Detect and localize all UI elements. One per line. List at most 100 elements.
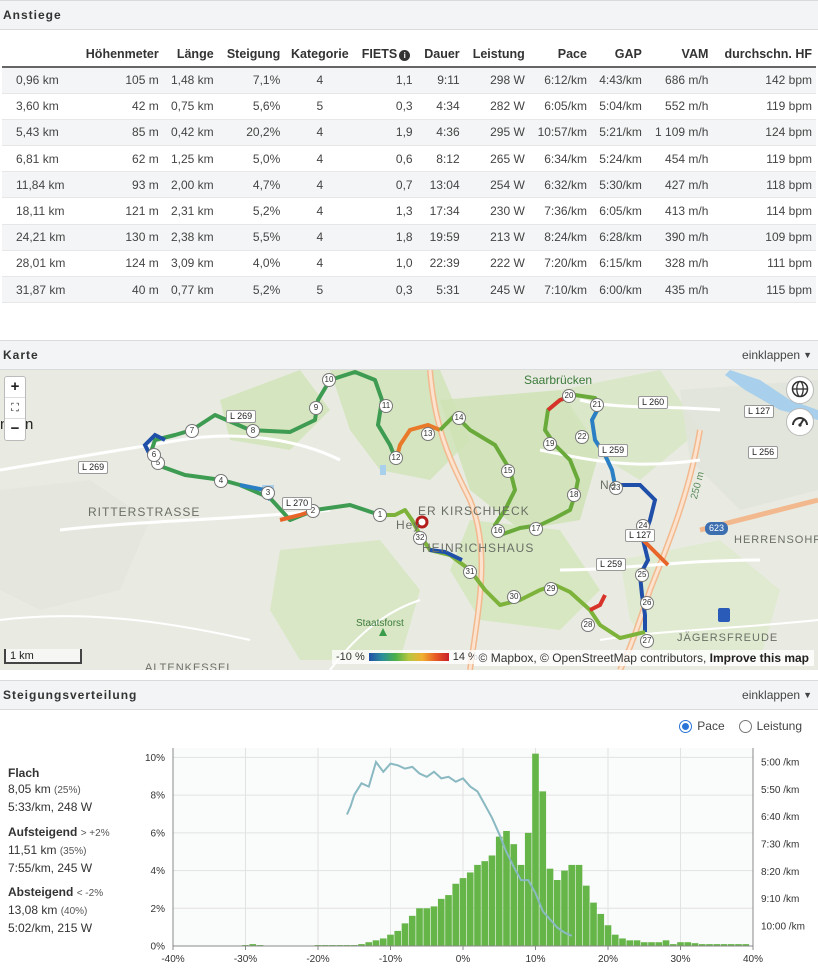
table-row[interactable]: 11,84 km 93 m 2,00 km 4,7% 4 0,7 13:04 254 W 6:3… (2, 171, 816, 199)
map-color-mode-button[interactable] (786, 408, 814, 436)
climb-marker[interactable]: 32 (413, 531, 427, 545)
col-header[interactable]: durchschn. HF (712, 41, 816, 68)
histogram-bar[interactable] (669, 944, 677, 946)
histogram-bar[interactable] (510, 844, 518, 946)
climb-marker[interactable]: 4 (214, 474, 228, 488)
histogram-bar[interactable] (742, 944, 750, 946)
climb-marker[interactable]: 16 (491, 524, 505, 538)
climb-marker[interactable]: 22 (575, 430, 589, 444)
col-header[interactable]: Pace (528, 41, 591, 68)
climb-marker[interactable]: 20 (562, 389, 576, 403)
histogram-bar[interactable] (597, 913, 605, 946)
histogram-bar[interactable] (474, 864, 481, 946)
map-canvas[interactable] (0, 370, 818, 670)
climb-marker[interactable]: 23 (609, 481, 623, 495)
col-header[interactable]: Leistung (463, 41, 529, 68)
distribution-collapse-toggle[interactable]: einklappen ▼ (742, 688, 812, 702)
histogram-bar[interactable] (561, 870, 568, 946)
histogram-bar[interactable] (517, 864, 525, 946)
histogram-bar[interactable] (575, 864, 583, 946)
route-map[interactable]: 1 2 3 4 5 6 7 8 9 10 11 12 13 14 15 16 17 18 19 20 21 22 23 24 2… (0, 370, 818, 670)
histogram-bar[interactable] (626, 940, 634, 946)
col-header[interactable]: Dauer (416, 41, 464, 68)
histogram-bar[interactable] (720, 944, 728, 946)
zoom-in-button[interactable]: + (5, 377, 25, 398)
histogram-bar[interactable] (459, 878, 467, 946)
histogram-bar[interactable] (677, 942, 684, 946)
histogram-bar[interactable] (532, 753, 539, 946)
col-header[interactable]: VAM (645, 41, 713, 68)
histogram-bar[interactable] (365, 942, 373, 946)
radio-power[interactable]: Leistung (738, 719, 802, 733)
histogram-bar[interactable] (684, 942, 692, 946)
table-row[interactable]: 3,60 km 42 m 0,75 km 5,6% 5 0,3 4:34 282 W 6:05/… (2, 93, 816, 120)
map-collapse-toggle[interactable]: einklappen ▼ (742, 348, 812, 362)
col-header[interactable]: Höhenmeter (75, 41, 163, 68)
table-row[interactable]: 18,11 km 121 m 2,31 km 5,2% 4 1,3 17:34 230 W 7:… (2, 197, 816, 225)
histogram-bar[interactable] (568, 864, 576, 946)
climb-marker[interactable]: 7 (185, 424, 199, 438)
col-header[interactable]: Länge (162, 41, 218, 68)
climb-marker[interactable]: 30 (507, 590, 521, 604)
histogram-bar[interactable] (249, 944, 257, 946)
start-marker[interactable] (415, 515, 429, 529)
climb-marker[interactable]: 27 (640, 634, 654, 648)
histogram-bar[interactable] (655, 942, 663, 946)
histogram-bar[interactable] (546, 868, 554, 946)
histogram-bar[interactable] (590, 902, 597, 946)
histogram-bar[interactable] (611, 934, 619, 946)
histogram-bar[interactable] (503, 830, 510, 946)
table-row[interactable]: 0,96 km 105 m 1,48 km 7,1% 4 1,1 9:11 298 W 6:12… (2, 67, 816, 94)
histogram-bar[interactable] (408, 915, 416, 946)
histogram-bar[interactable] (481, 861, 489, 946)
histogram-bar[interactable] (423, 908, 431, 946)
climb-marker[interactable]: 19 (543, 437, 557, 451)
climb-marker[interactable]: 15 (501, 464, 515, 478)
histogram-bar[interactable] (604, 925, 612, 946)
climb-marker[interactable]: 18 (567, 488, 581, 502)
climb-marker[interactable]: 17 (529, 522, 543, 536)
histogram-bar[interactable] (379, 938, 387, 946)
climb-marker[interactable]: 6 (147, 448, 161, 462)
histogram-bar[interactable] (524, 832, 532, 946)
histogram-bar[interactable] (437, 898, 445, 946)
radio-pace[interactable]: Pace (679, 719, 725, 733)
histogram-bar[interactable] (648, 942, 655, 946)
table-row[interactable]: 31,87 km 40 m 0,77 km 5,2% 5 0,3 5:31 245 W 7:10… (2, 276, 816, 304)
histogram-bar[interactable] (416, 908, 423, 946)
col-header[interactable]: Steigung (217, 41, 285, 68)
histogram-bar[interactable] (445, 895, 452, 946)
climb-marker[interactable]: 25 (635, 568, 649, 582)
climb-marker[interactable]: 21 (590, 398, 604, 412)
histogram-bar[interactable] (662, 940, 670, 946)
climb-marker[interactable]: 26 (640, 596, 654, 610)
table-row[interactable]: 28,01 km 124 m 3,09 km 4,0% 4 1,0 22:39 222 W 7:… (2, 250, 816, 278)
col-header[interactable]: GAP (590, 41, 646, 68)
histogram-bar[interactable] (452, 883, 460, 946)
histogram-bar[interactable] (706, 944, 713, 946)
histogram-bar[interactable] (466, 872, 474, 946)
histogram-bar[interactable] (394, 930, 402, 946)
histogram-bar[interactable] (539, 791, 547, 946)
col-header[interactable]: Kategorie (284, 41, 356, 68)
histogram-bar[interactable] (619, 938, 626, 946)
histogram-bar[interactable] (633, 940, 641, 946)
climb-marker[interactable]: 29 (544, 582, 558, 596)
histogram-bar[interactable] (401, 923, 409, 946)
climb-marker[interactable]: 12 (389, 451, 403, 465)
climb-marker[interactable]: 3 (261, 486, 275, 500)
table-row[interactable]: 6,81 km 62 m 1,25 km 5,0% 4 0,6 8:12 265 W 6:34/… (2, 145, 816, 173)
histogram-bar[interactable] (495, 836, 503, 946)
info-icon[interactable]: i (399, 49, 411, 61)
table-row[interactable]: 5,43 km 85 m 0,42 km 20,2% 4 1,9 4:36 295 W 10:5… (2, 119, 816, 147)
col-header[interactable]: FIETS i (355, 41, 417, 68)
climb-marker[interactable]: 28 (581, 618, 595, 632)
histogram-bar[interactable] (735, 944, 742, 946)
radio-pace-dot[interactable] (679, 719, 693, 733)
histogram-bar[interactable] (430, 906, 438, 946)
climb-marker[interactable]: 10 (322, 373, 336, 387)
zoom-out-button[interactable]: − (10, 420, 20, 437)
histogram-bar[interactable] (691, 943, 699, 946)
table-row[interactable]: 24,21 km 130 m 2,38 km 5,5% 4 1,8 19:59 213 W 8:… (2, 224, 816, 251)
improve-map-link[interactable]: Improve this map (709, 651, 809, 665)
